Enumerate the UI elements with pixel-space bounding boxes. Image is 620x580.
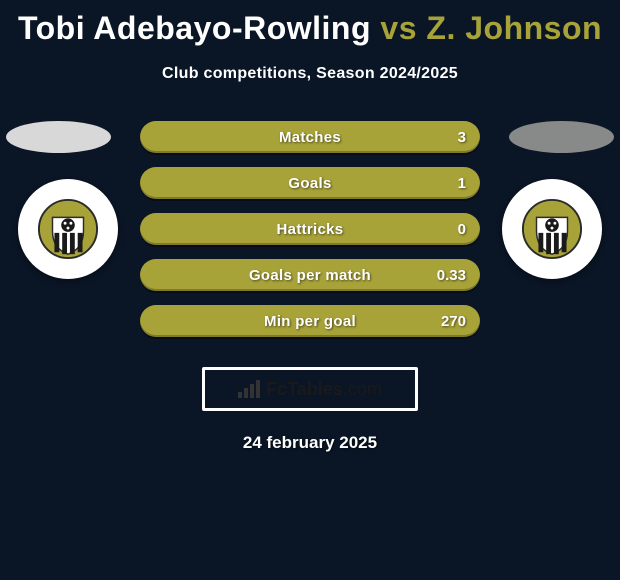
player1-name: Tobi Adebayo-Rowling [18,10,371,46]
brand-name: FcTables [266,379,343,399]
player2-head-ellipse [509,121,614,153]
vs-separator: vs [380,10,417,46]
stat-label: Goals [288,175,331,192]
brand-tld: .com [343,379,382,399]
stat-value: 0 [458,221,466,238]
stat-bar-goals: Goals 1 [140,167,480,199]
brand-text: FcTables.com [266,379,382,400]
comparison-title: Tobi Adebayo-Rowling vs Z. Johnson [0,0,620,47]
stat-bar-matches: Matches 3 [140,121,480,153]
brand-box: FcTables.com [202,367,418,411]
stat-label: Matches [279,129,341,146]
stat-bar-goals-per-match: Goals per match 0.33 [140,259,480,291]
stat-label: Hattricks [277,221,344,238]
stat-label: Goals per match [249,267,371,284]
player1-head-ellipse [6,121,111,153]
date-label: 24 february 2025 [0,433,620,453]
stat-value: 3 [458,129,466,146]
stat-value: 0.33 [437,267,466,284]
player2-club-badge [502,179,602,279]
stat-bar-hattricks: Hattricks 0 [140,213,480,245]
stat-value: 270 [441,313,466,330]
bar-chart-icon [238,380,260,398]
club-crest-icon [521,198,583,260]
stat-bars: Matches 3 Goals 1 Hattricks 0 Goals per … [140,121,480,337]
stat-bar-min-per-goal: Min per goal 270 [140,305,480,337]
club-crest-icon [37,198,99,260]
player2-name: Z. Johnson [426,10,602,46]
stat-value: 1 [458,175,466,192]
player1-club-badge [18,179,118,279]
stat-label: Min per goal [264,313,356,330]
infographic-stage: Matches 3 Goals 1 Hattricks 0 Goals per … [0,121,620,337]
subtitle: Club competitions, Season 2024/2025 [0,65,620,83]
